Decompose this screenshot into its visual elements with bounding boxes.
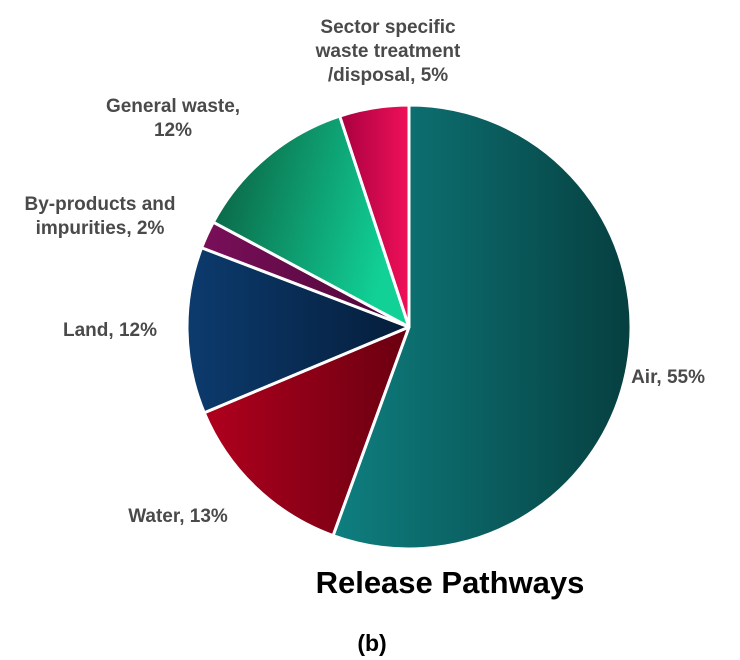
pie-slice [331, 103, 633, 551]
slice-label-line: 12% [154, 120, 192, 141]
slice-label-line: Sector specific [320, 17, 456, 38]
panel-label: (b) [357, 630, 386, 656]
slice-label-line: Land, 12% [63, 320, 157, 341]
slice-label: Sector specific waste treatment/disposal,… [315, 17, 461, 86]
slice-label-line: Water, 13% [128, 506, 228, 527]
pie-slice [211, 114, 411, 329]
slice-label: Air, 55% [631, 367, 705, 388]
pie-slice [338, 103, 411, 329]
slice-label: By-products and impurities, 2% [25, 194, 176, 239]
slice-label-line: By-products and [25, 194, 176, 215]
slice-label-line: waste treatment [315, 41, 461, 62]
slice-label-line: General waste, [106, 96, 240, 117]
slice-label-line: impurities, 2% [36, 218, 165, 239]
slice-label-line: Air, 55% [631, 367, 705, 388]
slice-label: Water, 13% [128, 506, 228, 527]
slice-labels: Air, 55% Water, 13% Land, 12% By-products a… [25, 17, 706, 527]
slice-label: Land, 12% [63, 320, 157, 341]
pie-slices [185, 103, 633, 551]
pie-slice [202, 325, 411, 538]
chart-title: Release Pathways [316, 565, 585, 600]
slice-label-line: /disposal, 5% [328, 65, 448, 86]
pie-slice [185, 246, 411, 415]
slice-label: General waste, 12% [106, 96, 240, 141]
